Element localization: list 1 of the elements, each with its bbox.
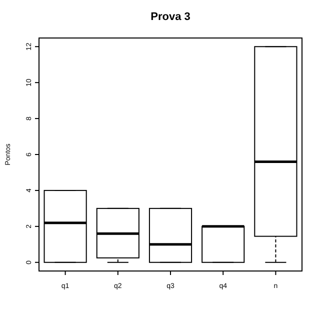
chart-title: Prova 3	[150, 11, 190, 23]
